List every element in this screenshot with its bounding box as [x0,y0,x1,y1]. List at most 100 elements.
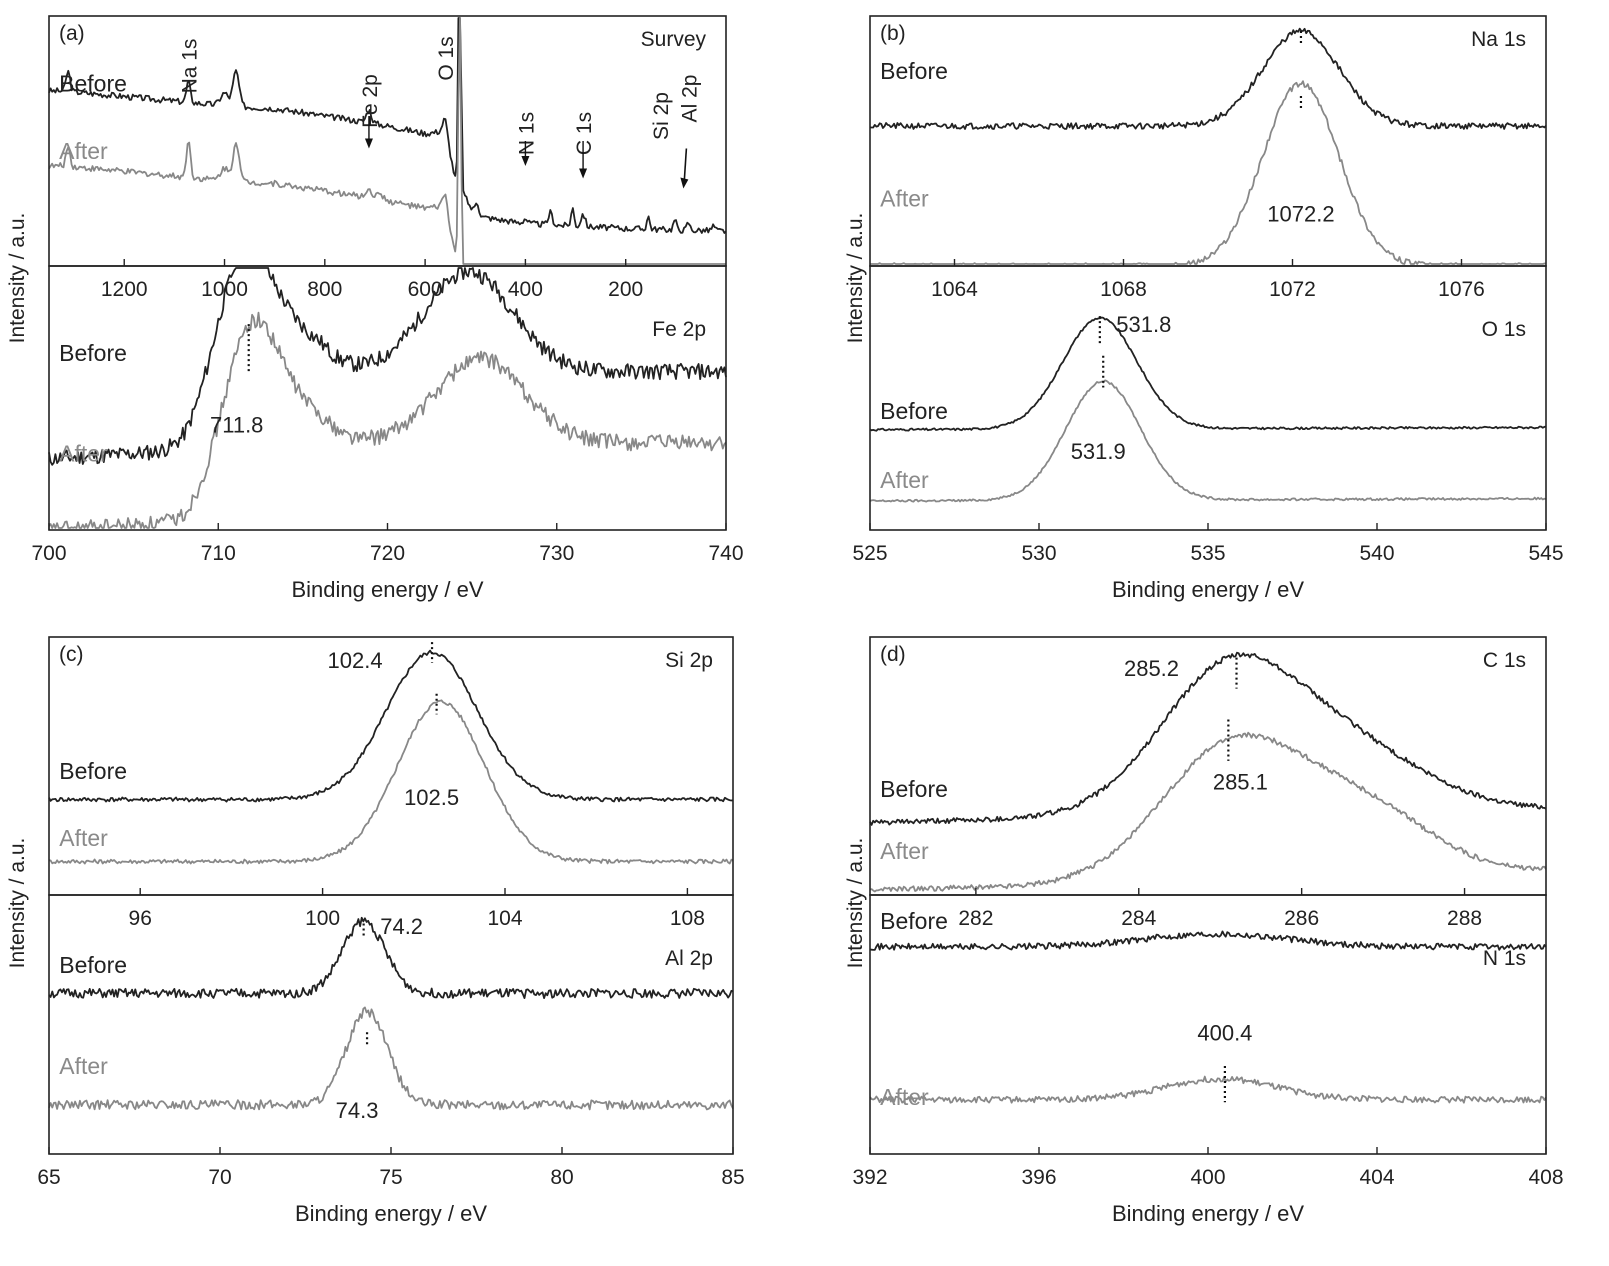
y-axis-title-b: Intensity / a.u. [844,213,867,344]
na1s-series-before [869,27,1547,130]
al2p-label-after: After [59,1053,108,1079]
c1s-xtick-label: 282 [958,907,993,930]
si2p-xtick-label: 96 [129,907,152,930]
survey-xtick-label: 400 [508,278,543,301]
n1s-label-before: Before [880,908,948,934]
survey-peak-label: N 1s [515,112,538,155]
si2p-xtick-label: 108 [670,907,705,930]
al2p-xtick-label: 75 [379,1166,402,1189]
na1s-label-after: After [880,186,929,212]
o1s-xtick-label: 540 [1359,542,1394,565]
survey-peak-label: C 1s [573,112,596,155]
shared-axis-titles: Intensity / a.u. Intensity / a.u. Intens… [6,213,867,969]
c1s-xtick-label: 284 [1121,907,1156,930]
si2p-panel-letter: (c) [59,643,84,666]
na1s-panel-letter: (b) [880,22,906,45]
fe2p-xtick-label: 730 [539,542,574,565]
na1s-frame [869,15,1547,267]
o1s-series-before [869,316,1547,432]
survey-peak-arrowhead [364,138,373,149]
fe2p-frame [48,265,727,531]
fe2p-xtick-label: 700 [31,542,66,565]
al2p-series-before [48,916,734,999]
n1s-x-axis-title: Binding energy / eV [1112,1201,1304,1226]
n1s-xtick-label: 400 [1190,1166,1225,1189]
c1s-peak-value: 285.2 [1124,656,1179,681]
n1s-xtick-label: 404 [1359,1166,1394,1189]
si2p-panel-title: Si 2p [665,649,713,672]
si2p-label-after: After [59,825,108,851]
survey-series-after [48,17,726,265]
o1s-label-before: Before [880,398,948,424]
fe2p-x-axis-title: Binding energy / eV [291,577,483,602]
text-layer: 1200 1000 800 600 400 200 (a) Survey Before After… [31,22,1563,1226]
si2p-xtick-label: 100 [305,907,340,930]
survey-peak-arrowhead [521,156,530,166]
al2p-xtick-label: 65 [37,1166,60,1189]
o1s-peak-value: 531.9 [1071,439,1126,464]
survey-peak-arrowhead [579,168,588,179]
o1s-label-after: After [880,467,929,493]
fe2p-peak-value: 711.8 [210,412,263,437]
c1s-label-before: Before [880,776,948,802]
survey-xtick-label: 1000 [201,278,248,301]
al2p-xtick-label: 70 [208,1166,231,1189]
survey-xtick-label: 1200 [101,278,148,301]
survey-peak-label: Si 2p [650,92,673,140]
spectra-layer [48,17,1547,1111]
c1s-panel-letter: (d) [880,643,906,666]
n1s-series-before [869,930,1547,951]
c1s-series-before [869,651,1547,826]
fe2p-xtick-label: 720 [370,542,405,565]
na1s-panel-title: Na 1s [1471,28,1526,51]
o1s-xtick-label: 535 [1190,542,1225,565]
n1s-peak-value: 400.4 [1197,1020,1252,1045]
c1s-label-after: After [880,838,929,864]
n1s-label-after: After [880,1084,929,1110]
si2p-label-before: Before [59,758,127,784]
al2p-xtick-label: 85 [721,1166,744,1189]
n1s-xtick-label: 408 [1528,1166,1563,1189]
n1s-series-after [869,1075,1547,1104]
al2p-peak-value: 74.3 [336,1098,379,1123]
survey-label-before: Before [59,71,127,97]
o1s-xtick-label: 545 [1528,542,1563,565]
survey-xtick-label: 200 [608,278,643,301]
fe2p-series-before [48,267,727,466]
na1s-xtick-label: 1072 [1269,278,1316,301]
al2p-label-before: Before [59,952,127,978]
fe2p-series-after [48,311,727,529]
o1s-panel-title: O 1s [1482,318,1526,341]
y-axis-title-c: Intensity / a.u. [6,838,29,969]
na1s-xtick-label: 1076 [1438,278,1485,301]
o1s-frame [869,265,1547,531]
na1s-series-after [870,80,1546,265]
c1s-panel-title: C 1s [1483,649,1526,672]
survey-peak-label: Al 2p [678,75,701,123]
al2p-series-after [48,1006,734,1111]
fe2p-panel-title: Fe 2p [652,318,706,341]
survey-xtick-label: 600 [408,278,443,301]
o1s-xtick-label: 525 [852,542,887,565]
si2p-series-after [48,699,734,865]
survey-label-after: After [59,138,108,164]
na1s-xtick-label: 1064 [931,278,978,301]
survey-panel-title: Survey [641,28,707,51]
o1s-peak-value: 531.8 [1116,312,1171,337]
survey-frame [48,15,727,267]
fe2p-label-before: Before [59,340,127,366]
c1s-xtick-label: 286 [1284,907,1319,930]
si2p-peak-value: 102.5 [404,785,459,810]
survey-peak-label: Fe 2p [359,74,382,128]
o1s-xtick-label: 530 [1021,542,1056,565]
y-axis-title-a: Intensity / a.u. [6,213,29,344]
si2p-peak-value: 102.4 [328,648,383,673]
na1s-peak-value: 1072.2 [1267,202,1334,227]
fe2p-xtick-label: 740 [708,542,743,565]
n1s-xtick-label: 392 [852,1166,887,1189]
survey-peak-label: O 1s [435,36,458,80]
o1s-x-axis-title: Binding energy / eV [1112,577,1304,602]
al2p-x-axis-title: Binding energy / eV [295,1201,487,1226]
survey-panel-letter: (a) [59,22,85,45]
